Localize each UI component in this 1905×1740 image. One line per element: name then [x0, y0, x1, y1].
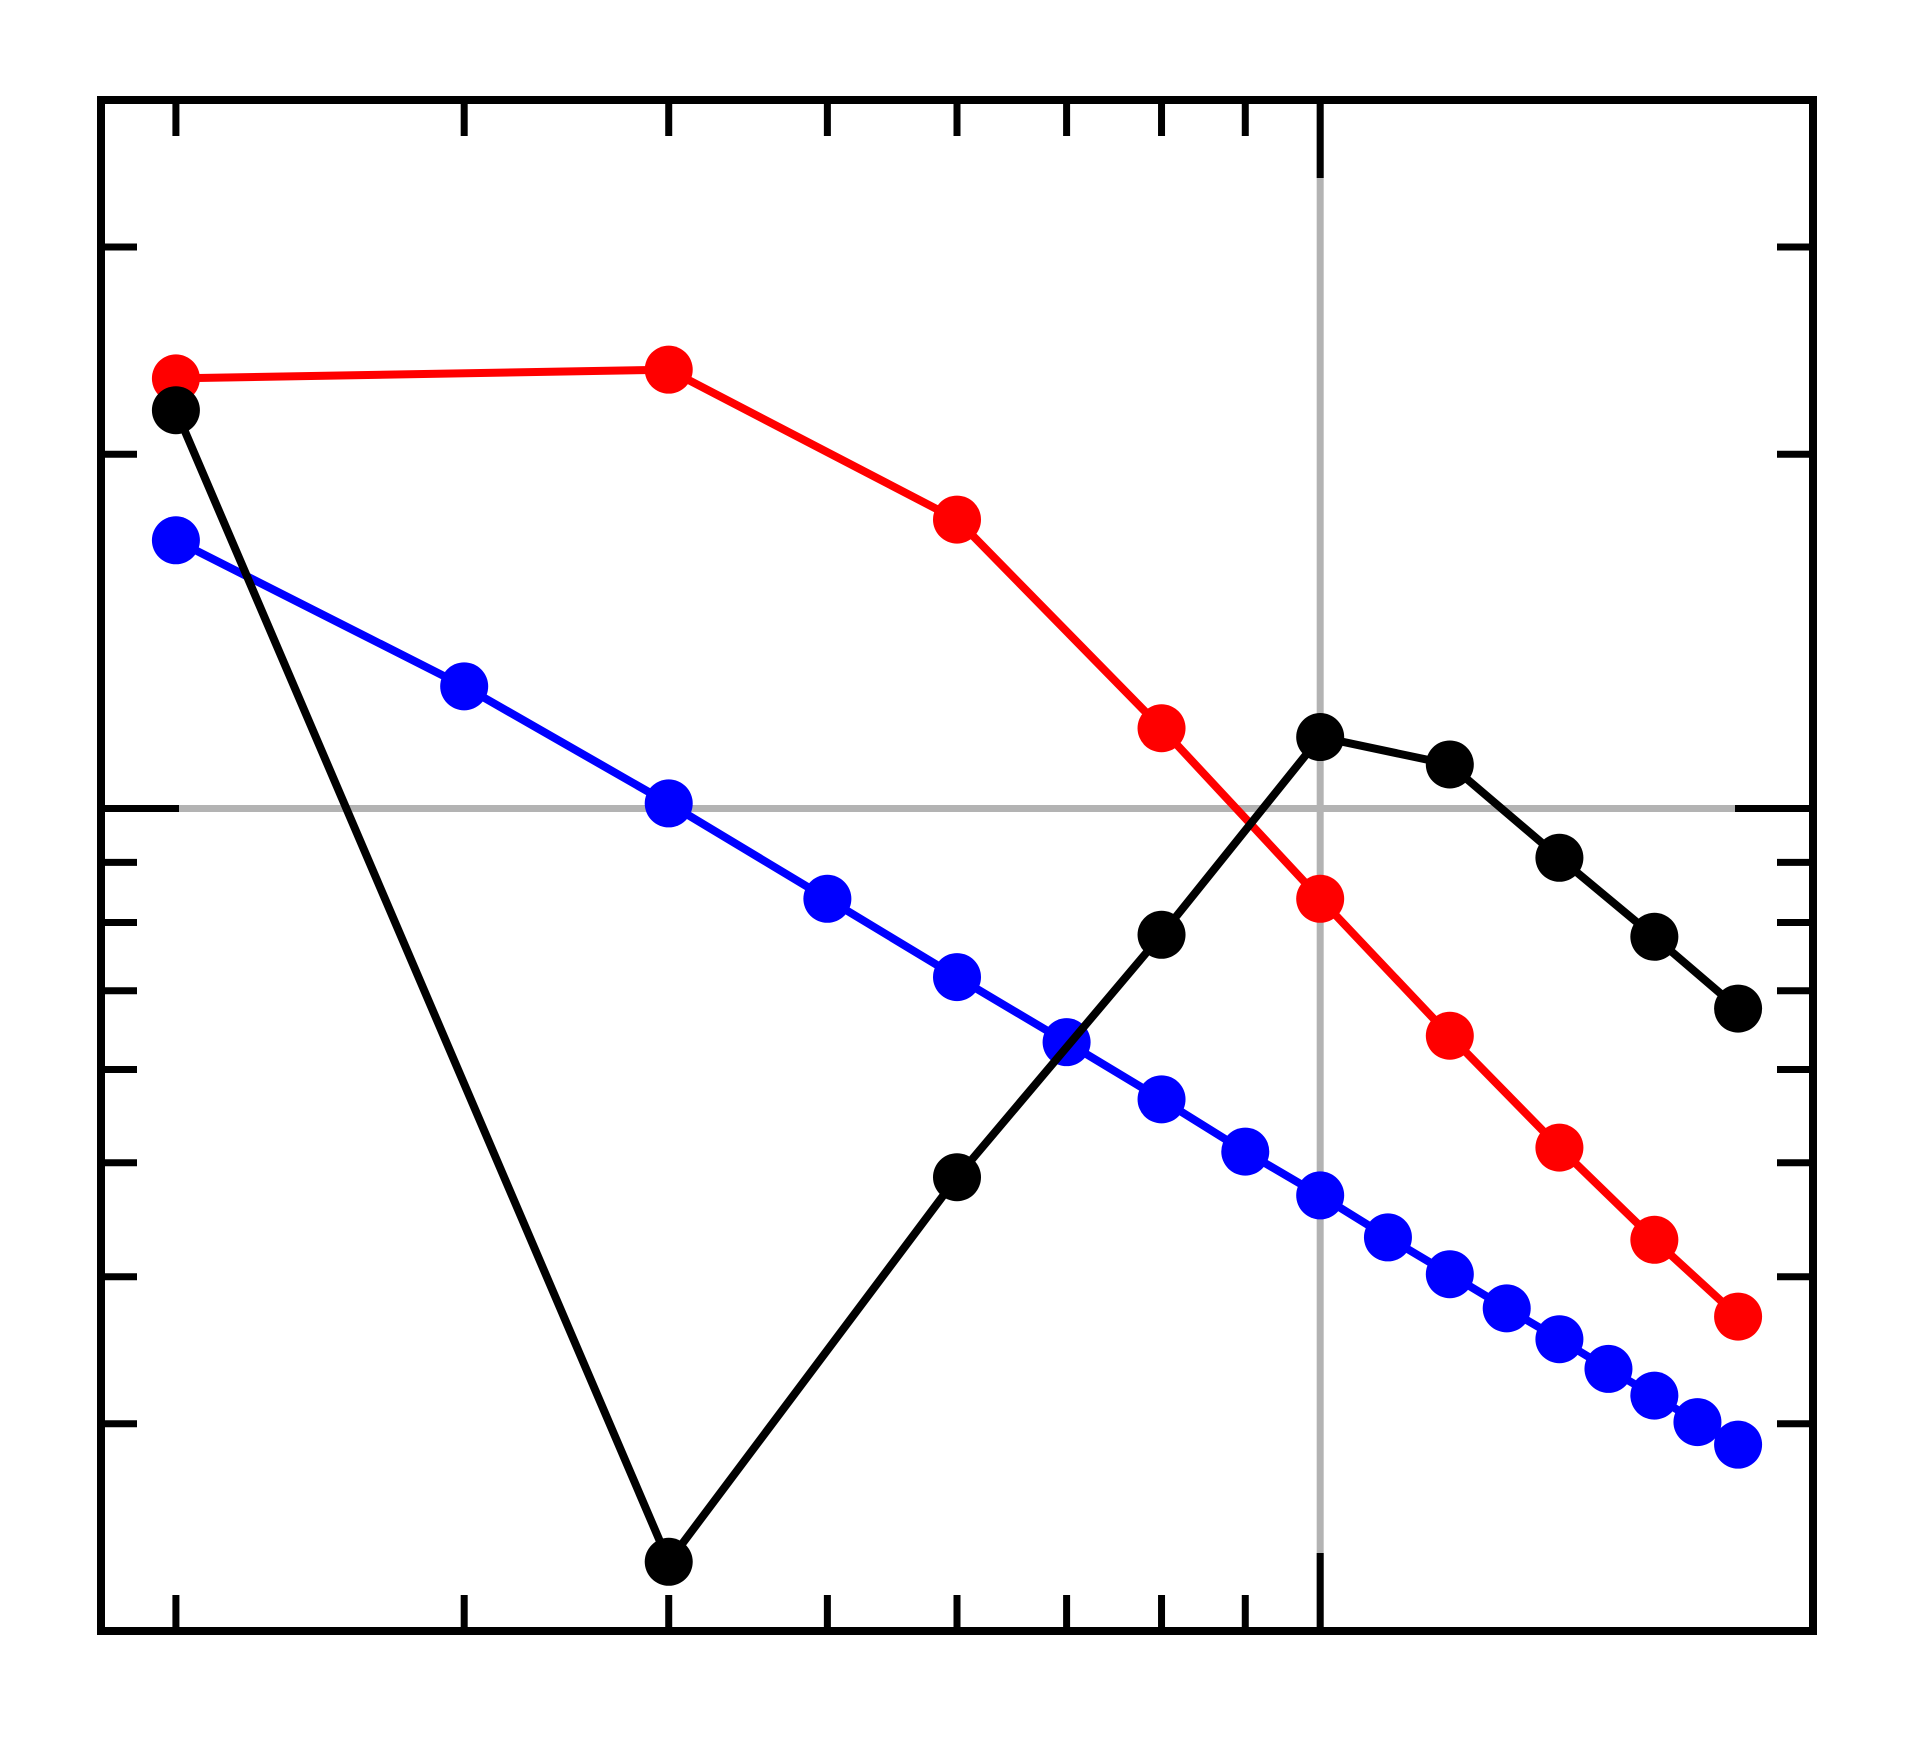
- point: [1630, 912, 1679, 961]
- point: [644, 779, 693, 828]
- point: [1296, 874, 1345, 923]
- point: [1482, 1284, 1531, 1333]
- point: [1630, 1215, 1679, 1264]
- plot-frame: [97, 96, 1817, 1635]
- point: [933, 1153, 981, 1202]
- point: [1137, 1075, 1186, 1124]
- point: [933, 495, 981, 544]
- point: [1221, 1127, 1270, 1176]
- point: [151, 516, 200, 565]
- point: [1535, 1315, 1584, 1364]
- point: [1296, 1171, 1345, 1220]
- grid: [101, 100, 1813, 1631]
- point: [933, 953, 981, 1002]
- point: [440, 662, 489, 711]
- point: [151, 386, 200, 435]
- point: [1714, 1292, 1763, 1341]
- point: [1363, 1213, 1412, 1262]
- point: [1673, 1398, 1722, 1447]
- point: [1425, 740, 1474, 789]
- point: [1714, 1420, 1763, 1469]
- point: [1296, 713, 1345, 762]
- point: [644, 1537, 693, 1586]
- point: [803, 874, 852, 923]
- point: [1714, 984, 1763, 1033]
- point: [1137, 910, 1186, 959]
- ticks: [101, 100, 1817, 1631]
- point: [1584, 1344, 1633, 1393]
- point: [1425, 1250, 1474, 1299]
- point: [1425, 1011, 1474, 1060]
- point: [1535, 1123, 1584, 1172]
- point: [1535, 833, 1584, 882]
- marks: [151, 345, 1763, 1586]
- point: [1137, 704, 1186, 753]
- point: [644, 345, 693, 394]
- point: [1630, 1371, 1679, 1420]
